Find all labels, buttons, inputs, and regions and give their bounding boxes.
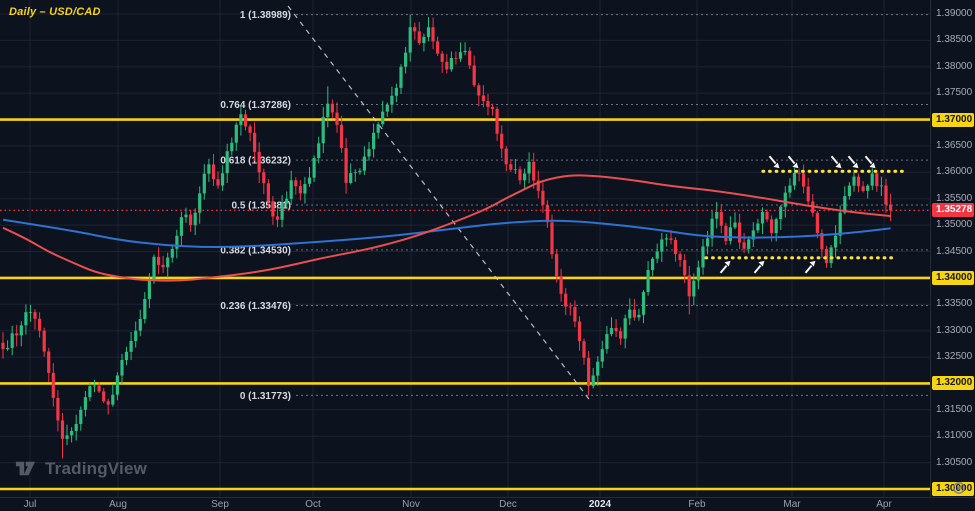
touch-arrow-down-icon bbox=[767, 154, 781, 170]
fib-retracement: 1 (1.38989) 0.764 (1.37286) 0.618 (1.36232… bbox=[220, 10, 930, 402]
time-axis-label: Aug bbox=[109, 499, 127, 510]
time-axis-label: Nov bbox=[402, 499, 420, 510]
touch-arrow-up-icon bbox=[803, 259, 817, 275]
touch-arrow-up-icon bbox=[718, 259, 732, 275]
fib-level-label: 0 (1.31773) bbox=[240, 391, 291, 402]
price-axis-label: 1.34500 bbox=[936, 245, 973, 257]
price-axis-label: 1.32500 bbox=[936, 351, 973, 363]
current-price-badge: 1.35278 bbox=[932, 203, 974, 218]
fib-level-label: 0.382 (1.34530) bbox=[220, 245, 291, 256]
price-axis-label: 1.30500 bbox=[936, 456, 973, 468]
touch-arrow-down-icon bbox=[829, 154, 843, 170]
key-level-price-badge: 1.37000 bbox=[932, 112, 974, 127]
time-axis-label: Apr bbox=[876, 499, 892, 510]
price-chart-canvas[interactable]: 1 (1.38989) 0.764 (1.37286) 0.618 (1.36232… bbox=[0, 0, 930, 497]
fib-level-label: 0.764 (1.37286) bbox=[220, 100, 291, 111]
chart-title-label: Daily – USD/CAD bbox=[9, 6, 101, 18]
time-axis-label: Dec bbox=[499, 499, 517, 510]
time-axis-label: Jul bbox=[23, 499, 37, 510]
price-axis-label: 1.36500 bbox=[936, 139, 973, 151]
price-axis-label: 1.39000 bbox=[936, 8, 973, 19]
price-axis-label: 1.31000 bbox=[936, 430, 973, 442]
price-axis[interactable]: 1.39000 1.38500 1.38000 1.37500 1.37000 1.365… bbox=[930, 0, 975, 497]
price-axis-label: 1.38500 bbox=[936, 34, 973, 46]
price-axis-label: 1.36000 bbox=[936, 166, 973, 178]
fib-level-label: 1 (1.38989) bbox=[240, 10, 291, 21]
tradingview-logo-icon bbox=[15, 461, 36, 476]
candlestick-series bbox=[1, 14, 893, 459]
time-axis-label: Sep bbox=[211, 499, 229, 510]
ma-line-red bbox=[2, 174, 891, 282]
touch-arrow-up-icon bbox=[752, 259, 766, 275]
touch-arrow-down-icon bbox=[846, 154, 860, 170]
chart-grid bbox=[0, 0, 930, 497]
key-level-price-badge: 1.32000 bbox=[932, 376, 974, 391]
fib-level-label: 0.618 (1.36232) bbox=[220, 156, 291, 167]
price-axis-label: 1.37500 bbox=[936, 87, 973, 99]
price-scale-settings-icon[interactable] bbox=[951, 480, 967, 496]
time-axis[interactable]: Jul Aug Sep Oct Nov Dec 2024 Feb Mar Apr bbox=[0, 497, 975, 511]
touch-arrow-down-icon bbox=[786, 154, 800, 170]
tradingview-watermark: TradingView bbox=[14, 457, 147, 480]
fib-level-label: 0.236 (1.33476) bbox=[220, 301, 291, 312]
price-axis-label: 1.31500 bbox=[936, 403, 973, 415]
touch-arrow-down-icon bbox=[863, 154, 877, 170]
price-axis-label: 1.38000 bbox=[936, 60, 973, 72]
time-axis-label: 2024 bbox=[588, 499, 612, 510]
key-level-price-badge: 1.34000 bbox=[932, 270, 974, 285]
price-axis-label: 1.33000 bbox=[936, 324, 973, 336]
ma-line-blue bbox=[2, 218, 891, 248]
time-axis-label: Feb bbox=[688, 499, 706, 510]
price-axis-label: 1.35500 bbox=[936, 192, 973, 204]
trendline bbox=[287, 5, 593, 404]
time-axis-label: Mar bbox=[783, 499, 801, 510]
price-axis-label: 1.33500 bbox=[936, 298, 973, 310]
price-axis-label: 1.35000 bbox=[936, 219, 973, 231]
tradingview-logo-text: TradingView bbox=[45, 458, 148, 478]
time-axis-label: Oct bbox=[305, 499, 321, 510]
fib-level-label: 0.5 (1.35381) bbox=[232, 201, 292, 212]
